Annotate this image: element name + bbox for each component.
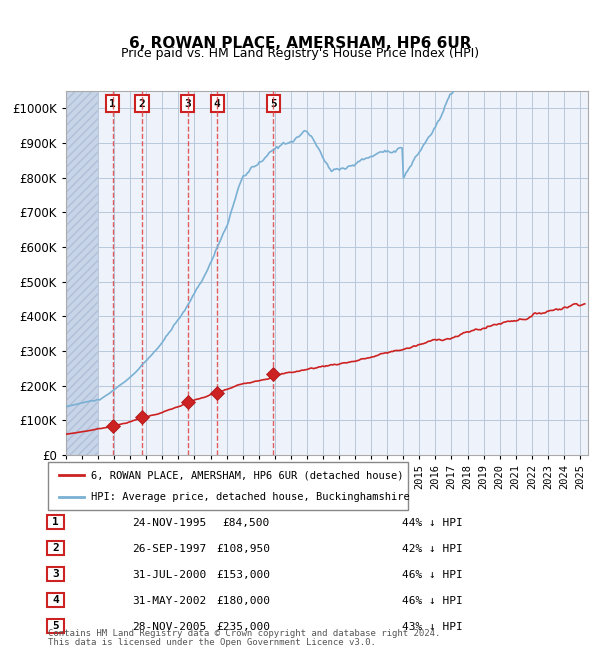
Text: 4: 4 <box>52 595 59 605</box>
Text: £235,000: £235,000 <box>216 622 270 632</box>
Text: 24-NOV-1995: 24-NOV-1995 <box>132 518 206 528</box>
Text: 6, ROWAN PLACE, AMERSHAM, HP6 6UR: 6, ROWAN PLACE, AMERSHAM, HP6 6UR <box>129 36 471 51</box>
Text: 3: 3 <box>184 99 191 109</box>
FancyBboxPatch shape <box>47 515 64 529</box>
Text: HPI: Average price, detached house, Buckinghamshire: HPI: Average price, detached house, Buck… <box>91 491 410 502</box>
FancyBboxPatch shape <box>47 593 64 607</box>
Text: 3: 3 <box>52 569 59 579</box>
FancyBboxPatch shape <box>47 567 64 581</box>
Text: 26-SEP-1997: 26-SEP-1997 <box>132 544 206 554</box>
Text: 43% ↓ HPI: 43% ↓ HPI <box>402 622 463 632</box>
Text: 2: 2 <box>52 543 59 553</box>
Text: 28-NOV-2005: 28-NOV-2005 <box>132 622 206 632</box>
Text: £108,950: £108,950 <box>216 544 270 554</box>
Text: 5: 5 <box>270 99 277 109</box>
Text: 4: 4 <box>214 99 221 109</box>
Text: 5: 5 <box>52 621 59 631</box>
Text: 31-MAY-2002: 31-MAY-2002 <box>132 596 206 606</box>
Text: Contains HM Land Registry data © Crown copyright and database right 2024.: Contains HM Land Registry data © Crown c… <box>48 629 440 638</box>
Text: £84,500: £84,500 <box>223 518 270 528</box>
Text: 1: 1 <box>52 517 59 527</box>
Text: 31-JUL-2000: 31-JUL-2000 <box>132 570 206 580</box>
Text: 6, ROWAN PLACE, AMERSHAM, HP6 6UR (detached house): 6, ROWAN PLACE, AMERSHAM, HP6 6UR (detac… <box>91 470 404 480</box>
FancyBboxPatch shape <box>47 619 64 633</box>
Text: 46% ↓ HPI: 46% ↓ HPI <box>402 570 463 580</box>
Text: 2: 2 <box>139 99 145 109</box>
FancyBboxPatch shape <box>47 541 64 555</box>
FancyBboxPatch shape <box>48 462 408 510</box>
Text: 42% ↓ HPI: 42% ↓ HPI <box>402 544 463 554</box>
Text: £153,000: £153,000 <box>216 570 270 580</box>
Text: £180,000: £180,000 <box>216 596 270 606</box>
Text: 46% ↓ HPI: 46% ↓ HPI <box>402 596 463 606</box>
Text: Price paid vs. HM Land Registry's House Price Index (HPI): Price paid vs. HM Land Registry's House … <box>121 47 479 60</box>
Text: 1: 1 <box>109 99 116 109</box>
Text: This data is licensed under the Open Government Licence v3.0.: This data is licensed under the Open Gov… <box>48 638 376 647</box>
Text: 44% ↓ HPI: 44% ↓ HPI <box>402 518 463 528</box>
Bar <box>66 91 98 455</box>
